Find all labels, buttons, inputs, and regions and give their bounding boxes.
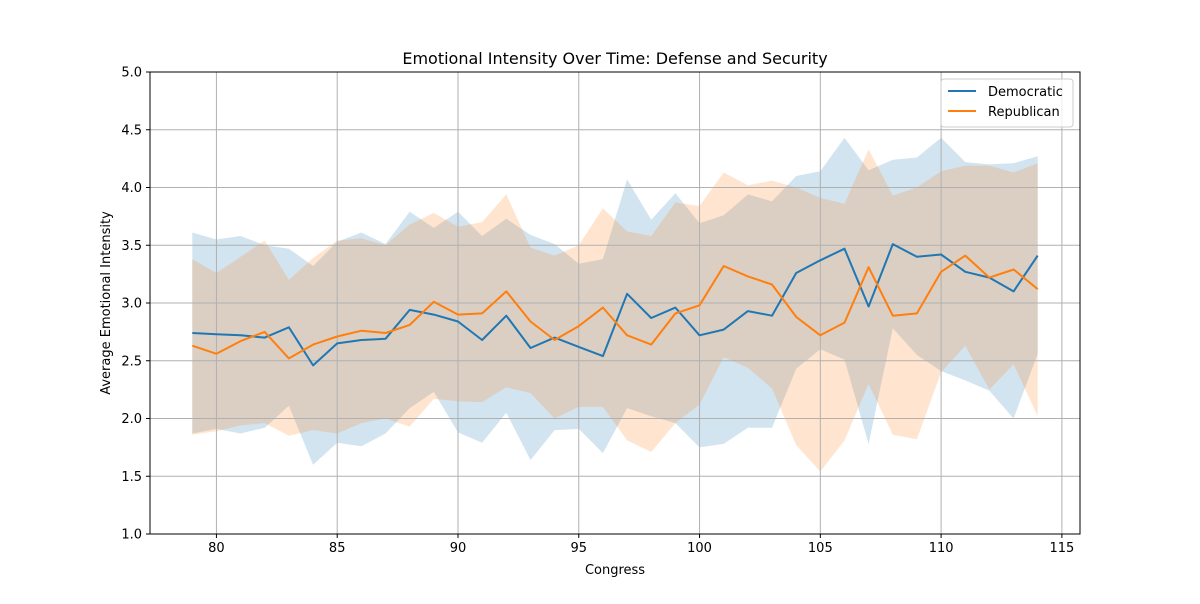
democratic-confidence-band bbox=[192, 137, 1038, 465]
y-tick-label: 4.5 bbox=[121, 123, 142, 138]
legend-label-republican: Republican bbox=[988, 105, 1060, 120]
legend: Democratic Republican bbox=[940, 78, 1074, 128]
x-axis-label: Congress bbox=[585, 563, 645, 578]
y-tick-label: 2.5 bbox=[121, 354, 142, 369]
x-tick-label: 105 bbox=[808, 541, 833, 556]
y-tick-label: 3.0 bbox=[121, 297, 142, 312]
republican-series-line bbox=[191, 254, 1039, 360]
chart-title: Emotional Intensity Over Time: Defense a… bbox=[402, 49, 827, 68]
y-tick-label: 1.0 bbox=[121, 528, 142, 543]
y-tick-label: 4.0 bbox=[121, 181, 142, 196]
y-tick-label: 3.5 bbox=[121, 239, 142, 254]
y-tick-label: 1.5 bbox=[121, 470, 142, 485]
x-tick-label: 110 bbox=[929, 541, 954, 556]
x-tick-label: 90 bbox=[450, 541, 467, 556]
y-tick-label: 2.0 bbox=[121, 412, 142, 427]
x-tick-label: 95 bbox=[570, 541, 587, 556]
x-tick-label: 80 bbox=[208, 541, 225, 556]
republican-confidence-band bbox=[192, 149, 1038, 472]
x-axis-ticks: 80 85 90 95 100 105 110 115 bbox=[208, 534, 1074, 556]
series-lines bbox=[191, 243, 1039, 367]
legend-label-democratic: Democratic bbox=[988, 85, 1063, 100]
y-axis-label: Average Emotional Intensity bbox=[99, 211, 114, 395]
x-tick-label: 85 bbox=[329, 541, 346, 556]
confidence-bands bbox=[192, 137, 1038, 472]
x-tick-label: 100 bbox=[687, 541, 712, 556]
y-tick-label: 5.0 bbox=[121, 66, 142, 81]
democratic-series-line bbox=[192, 243, 1039, 367]
y-axis-ticks: 1.0 1.5 2.0 2.5 3.0 3.5 4.0 4.5 5.0 bbox=[121, 66, 150, 543]
x-tick-label: 115 bbox=[1049, 541, 1074, 556]
